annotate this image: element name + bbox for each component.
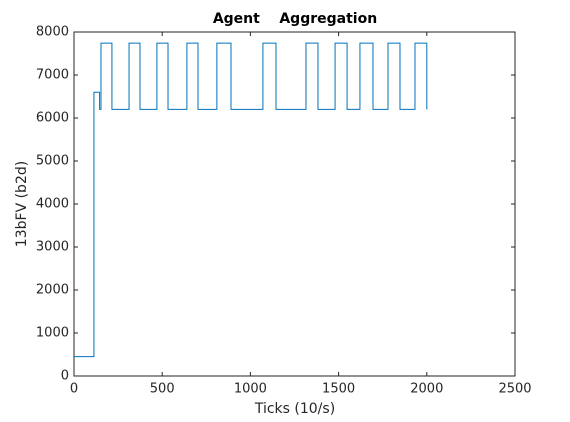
y-axis-label: 13bFV (b2d) [14, 161, 30, 247]
x-tick-label: 1500 [322, 382, 355, 397]
y-tick-label: 4000 [36, 197, 69, 212]
x-tick-label: 2500 [498, 382, 531, 397]
y-tick-label: 5000 [36, 154, 69, 169]
x-tick-label: 2000 [410, 382, 443, 397]
y-tick-label: 2000 [36, 283, 69, 298]
y-tick-label: 3000 [36, 240, 69, 255]
x-axis-label: Ticks (10/s) [254, 401, 335, 417]
x-tick-label: 1000 [234, 382, 267, 397]
y-tick-label: 8000 [36, 25, 69, 40]
x-tick-label: 500 [150, 382, 175, 397]
line-series [74, 42, 428, 358]
y-tick-label: 0 [61, 369, 69, 384]
x-tick-label: 0 [70, 382, 78, 397]
y-tick-label: 1000 [36, 326, 69, 341]
y-tick-label: 6000 [36, 111, 69, 126]
plot-box [73, 31, 516, 377]
chart-title: Agent Aggregation [213, 11, 377, 27]
y-tick-label: 7000 [36, 68, 69, 83]
